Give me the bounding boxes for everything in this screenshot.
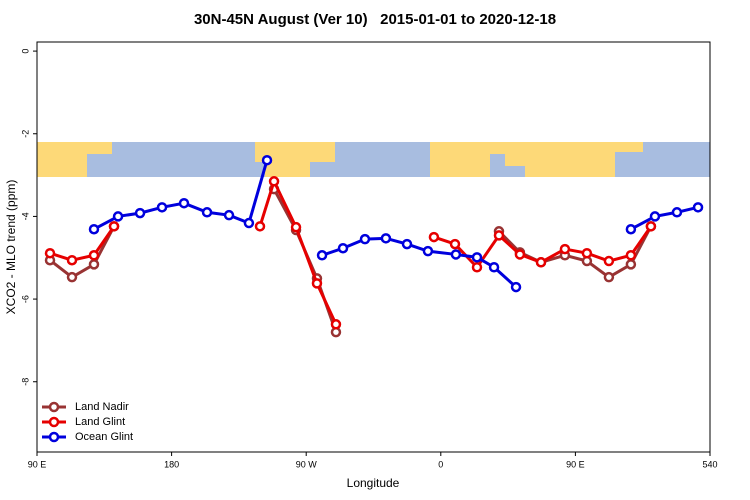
land [255,142,335,162]
point [290,221,302,233]
legend-label: Land Glint [75,416,125,428]
x-tick-label: 90 W [296,459,318,469]
point [488,262,500,273]
point [316,250,328,261]
x-tick-label: 90 E [566,459,585,469]
point [510,281,522,293]
point [514,249,526,260]
point [535,257,547,268]
point [401,238,413,250]
point [261,154,273,166]
land [87,142,112,154]
point [201,207,213,218]
x-axis-label: Longitude [347,476,400,490]
point [88,259,100,270]
legend-marker [48,401,60,413]
chart-title: 30N-45N August (Ver 10) 2015-01-01 to 20… [194,11,556,28]
point [471,262,483,273]
point [649,211,661,222]
x-tick-label: 180 [164,459,179,469]
plot-frame [36,41,711,453]
series-line [93,159,699,289]
point [625,250,637,261]
point [581,247,593,259]
point [493,230,505,241]
land [430,154,490,177]
point [108,221,120,232]
y-tick-label: -4 [20,212,30,220]
point [243,217,255,229]
point [471,252,483,263]
point [88,250,100,261]
point [422,245,434,257]
y-tick-label: -6 [20,295,30,303]
x-tick-label: 540 [702,459,717,469]
y-axis-label: XCO2 - MLO trend (ppm) [4,180,18,315]
point [66,254,78,266]
point [559,243,571,255]
point [603,255,615,267]
point [692,202,704,213]
point [178,197,190,209]
legend-label: Land Nadir [75,401,129,413]
point [66,271,78,283]
point [223,209,235,221]
point [44,247,56,259]
point [645,221,657,232]
point [330,319,342,330]
point [450,249,462,260]
x-tick-label: 90 E [28,459,47,469]
point [311,278,323,289]
point [625,259,637,270]
point [156,202,168,213]
point [449,238,461,250]
point [88,223,100,235]
point [359,233,371,245]
legend-label: Ocean Glint [75,431,133,443]
y-tick-label: -8 [20,378,30,386]
legend-marker [48,431,60,443]
land [525,142,615,177]
point [268,176,280,187]
point [625,223,637,235]
land [265,162,310,177]
point [603,271,615,283]
world-map-band [37,142,710,177]
point [380,233,392,244]
point [337,242,349,254]
point [112,211,124,222]
y-tick-label: -2 [20,130,30,138]
legend-marker [48,416,60,428]
land [615,142,643,152]
y-tick-label: 0 [20,49,30,54]
point [671,207,683,218]
point [254,221,266,232]
point [428,231,440,243]
point [134,207,146,219]
land [505,154,525,166]
x-tick-label: 0 [438,459,443,469]
land [37,142,87,177]
land [430,142,525,154]
series-line [49,177,653,325]
